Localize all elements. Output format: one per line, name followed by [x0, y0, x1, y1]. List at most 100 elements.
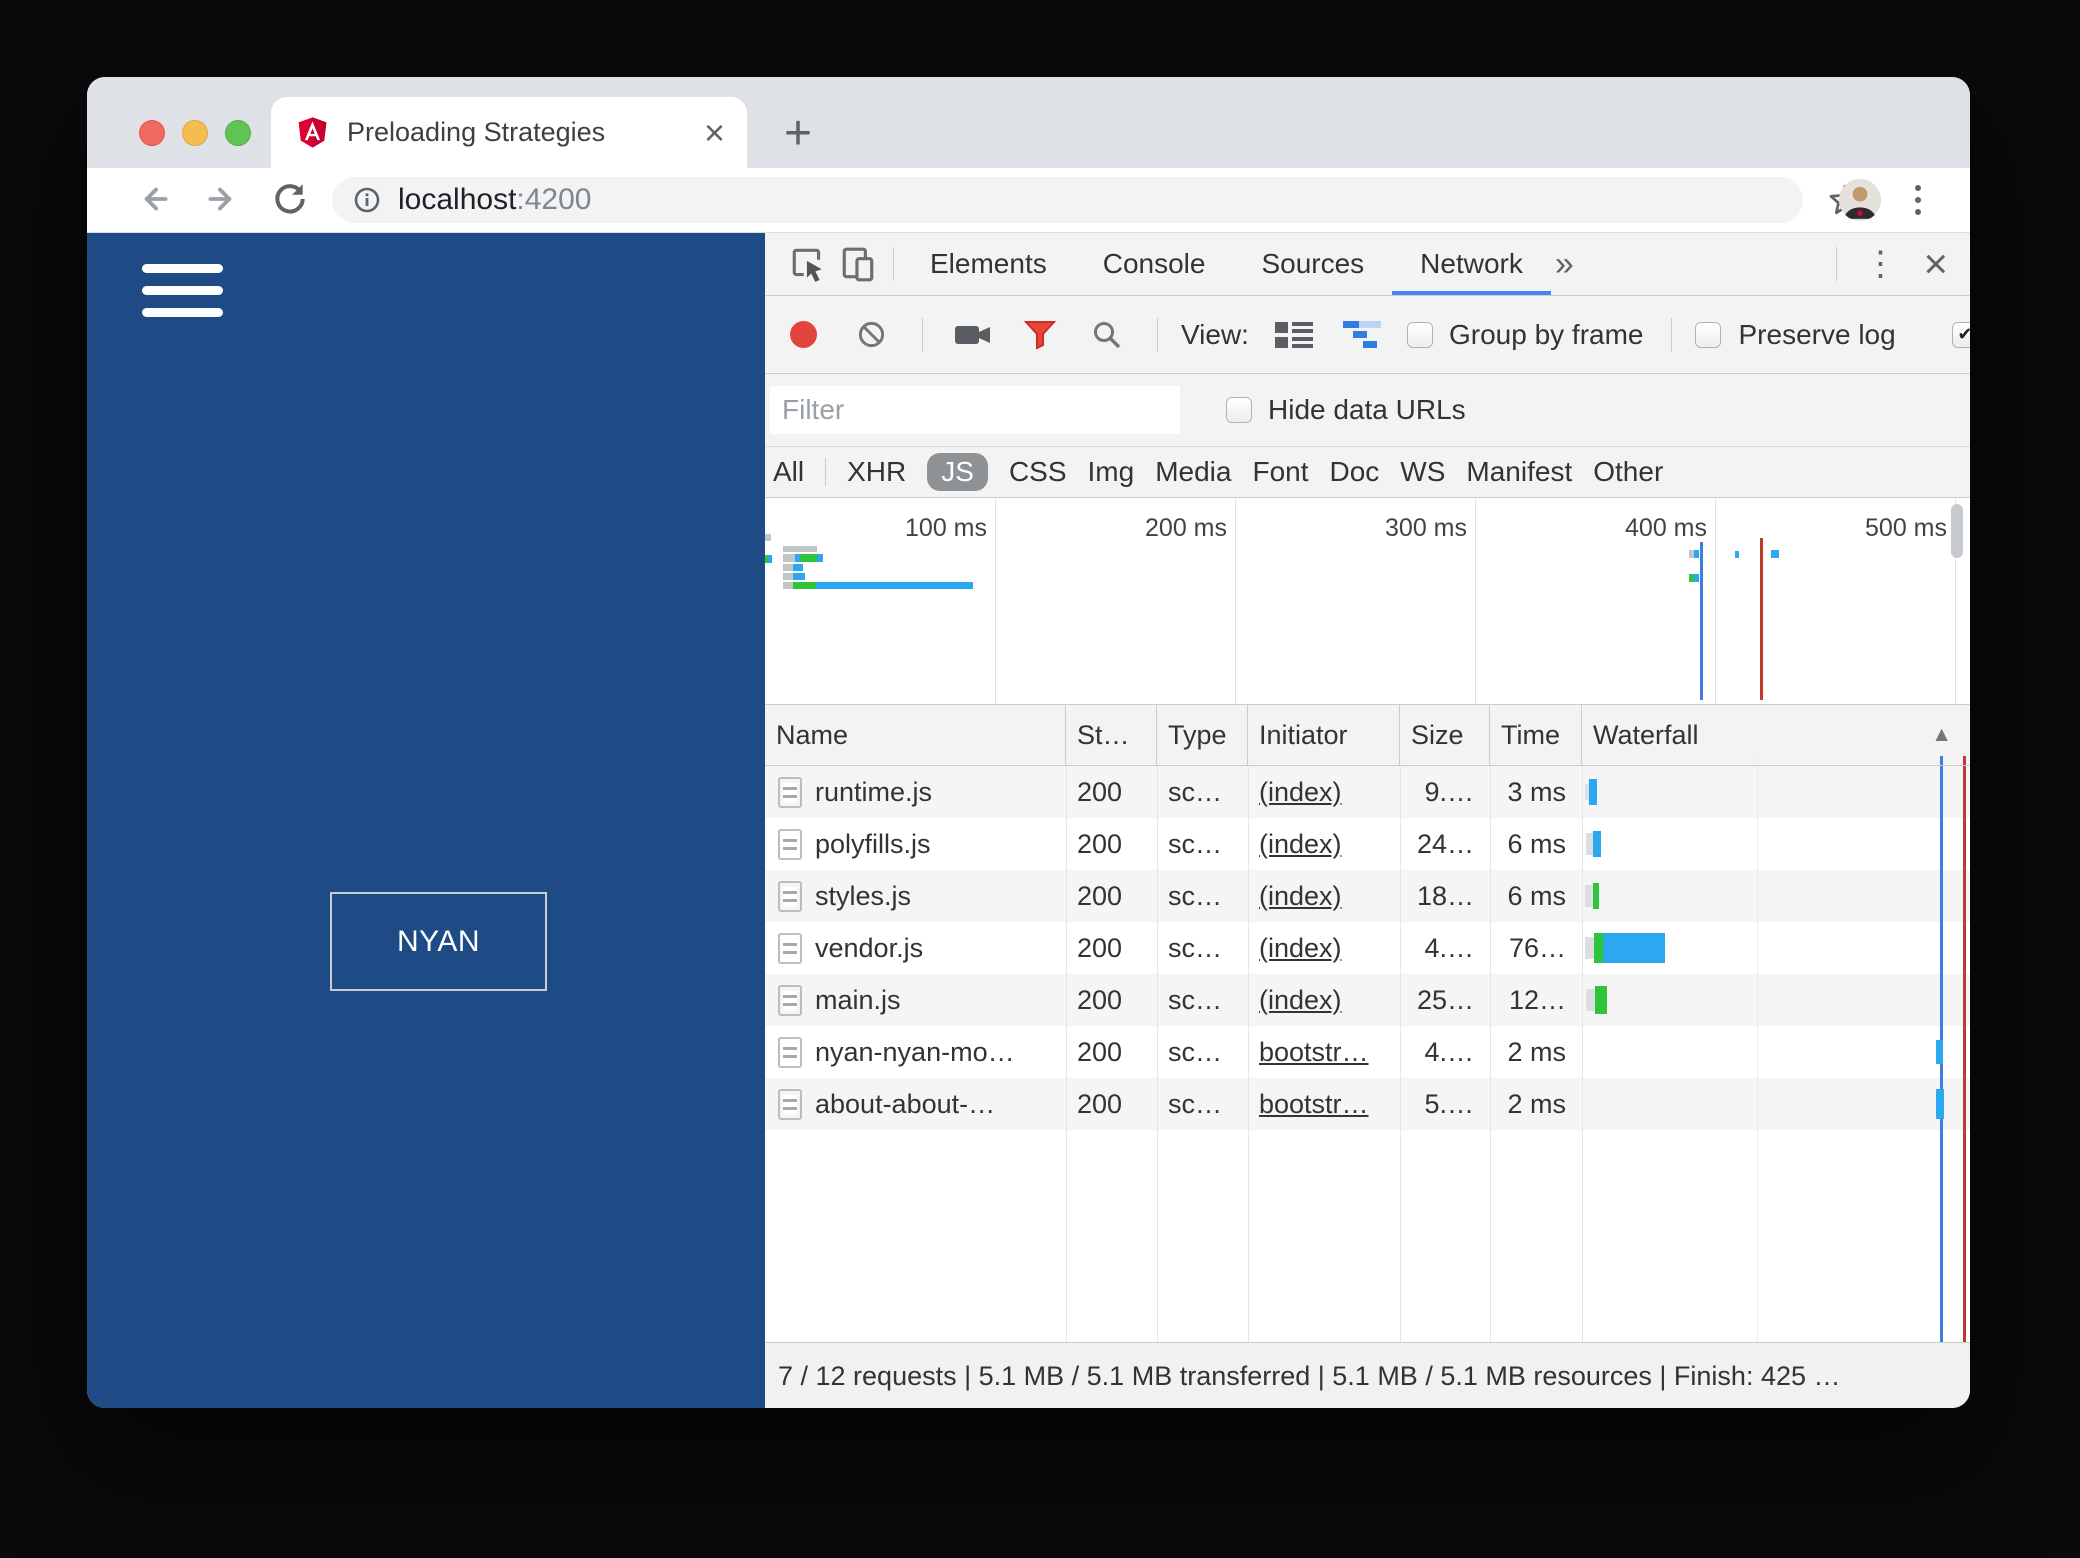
initiator-link[interactable]: (index)	[1259, 880, 1342, 911]
filter-doc[interactable]: Doc	[1329, 456, 1380, 487]
initiator-link[interactable]: bootstr…	[1259, 1036, 1369, 1067]
overview-request-bar	[795, 554, 800, 562]
reload-button[interactable]	[267, 176, 313, 222]
show-overview-button[interactable]	[1342, 320, 1387, 349]
filter-xhr[interactable]: XHR	[847, 456, 907, 487]
script-file-icon	[778, 828, 802, 860]
column-header-type[interactable]: Type	[1157, 705, 1248, 765]
filter-css[interactable]: CSS	[1008, 456, 1067, 487]
inspect-cursor-icon	[792, 248, 822, 282]
column-header-size[interactable]: Size	[1400, 705, 1490, 765]
devtools-menu-icon[interactable]: ⋮	[1863, 245, 1898, 283]
filter-ws[interactable]: WS	[1400, 456, 1446, 487]
use-request-rows-button[interactable]	[1274, 320, 1315, 350]
initiator-link[interactable]: (index)	[1259, 932, 1342, 963]
network-overview-timeline[interactable]: 100 ms 200 ms 300 ms 400 ms 500 ms	[765, 498, 1970, 705]
table-row[interactable]: nyan-nyan-mo… 200 sc… bootstr… 4.… 2 ms	[765, 1026, 1970, 1078]
devtools-close-icon[interactable]: ×	[1923, 240, 1948, 287]
script-file-icon	[778, 1036, 802, 1068]
column-header-initiator[interactable]: Initiator	[1248, 705, 1400, 765]
avatar	[1839, 179, 1881, 221]
sort-indicator-icon: ▲	[1931, 723, 1952, 746]
overview-scrollbar[interactable]	[1951, 504, 1963, 558]
script-file-icon	[778, 1088, 802, 1120]
initiator-link[interactable]: (index)	[1259, 776, 1342, 807]
close-tab-icon[interactable]: ×	[703, 111, 725, 153]
waterfall-event-tick	[1963, 756, 1966, 765]
hamburger-menu-button[interactable]	[142, 264, 223, 330]
overview-request-bar	[1771, 550, 1779, 558]
overview-event-line	[1700, 542, 1703, 700]
tab-sources[interactable]: Sources	[1261, 248, 1365, 279]
preserve-log-label: Preserve log	[1738, 318, 1896, 350]
browser-menu-button[interactable]	[1915, 168, 1921, 232]
minimize-window-button[interactable]	[182, 120, 208, 146]
filter-input[interactable]	[770, 386, 1180, 434]
hamburger-icon	[142, 264, 223, 273]
filter-js[interactable]: JS	[927, 453, 988, 491]
overview-tick-label: 500 ms	[1865, 514, 1947, 542]
forward-button[interactable]	[199, 176, 245, 222]
search-button[interactable]	[1091, 319, 1123, 351]
hide-data-urls-checkbox[interactable]	[1226, 397, 1252, 423]
column-header-name[interactable]: Name	[765, 705, 1066, 765]
clipped-checked-checkbox[interactable]: ✔	[1952, 321, 1970, 348]
overview-request-bar	[783, 564, 793, 571]
close-window-button[interactable]	[139, 120, 165, 146]
group-by-frame-checkbox[interactable]	[1406, 321, 1433, 348]
column-header-status[interactable]: St…	[1066, 705, 1157, 765]
overview-request-bar	[817, 554, 823, 562]
overview-gridline	[1715, 498, 1716, 704]
table-row[interactable]: runtime.js 200 sc… (index) 9.… 3 ms	[765, 766, 1970, 818]
filter-other[interactable]: Other	[1593, 456, 1664, 487]
tab-network[interactable]: Network	[1392, 233, 1551, 295]
toggle-device-toolbar-button[interactable]	[839, 245, 877, 283]
address-bar[interactable]: localhost:4200	[332, 177, 1803, 223]
filter-img[interactable]: Img	[1087, 456, 1135, 487]
browser-tab[interactable]: Preloading Strategies ×	[271, 97, 747, 168]
filter-font[interactable]: Font	[1252, 456, 1309, 487]
overview-request-bar	[783, 546, 817, 552]
request-name: nyan-nyan-mo…	[815, 1036, 1015, 1067]
more-tabs-icon[interactable]: »	[1554, 244, 1574, 283]
new-tab-button[interactable]: +	[783, 106, 813, 160]
resource-type-filters: All XHR JS CSS Img Media Font Doc WS Man…	[765, 447, 1970, 498]
page-info-icon[interactable]	[352, 185, 382, 215]
tab-elements[interactable]: Elements	[930, 248, 1047, 279]
maximize-window-button[interactable]	[225, 120, 251, 146]
table-row[interactable]: polyfills.js 200 sc… (index) 24… 6 ms	[765, 818, 1970, 870]
overview-request-bar	[793, 573, 805, 580]
clear-network-log-button[interactable]	[857, 320, 886, 349]
script-file-icon	[778, 880, 802, 912]
initiator-link[interactable]: (index)	[1259, 984, 1342, 1015]
preserve-log-checkbox[interactable]	[1694, 321, 1721, 348]
request-name: runtime.js	[815, 776, 933, 807]
filter-all[interactable]: All	[773, 456, 805, 487]
overview-request-bar	[793, 582, 816, 589]
filter-manifest[interactable]: Manifest	[1466, 456, 1573, 487]
table-row[interactable]: styles.js 200 sc… (index) 18… 6 ms	[765, 870, 1970, 922]
back-button[interactable]	[131, 176, 177, 222]
request-name: main.js	[815, 984, 901, 1015]
browser-window: Preloading Strategies × +	[87, 77, 1970, 1408]
filter-media[interactable]: Media	[1155, 456, 1232, 487]
network-filter-row: Hide data URLs	[765, 374, 1970, 447]
overview-gridline	[1475, 498, 1476, 704]
capture-screenshots-button[interactable]	[953, 320, 993, 350]
tab-console[interactable]: Console	[1102, 248, 1206, 279]
initiator-link[interactable]: (index)	[1259, 828, 1342, 859]
column-header-waterfall[interactable]: Waterfall	[1593, 719, 1699, 750]
table-row[interactable]: about-about-… 200 sc… bootstr… 5.… 2 ms	[765, 1078, 1970, 1130]
filter-toggle-button[interactable]	[1023, 318, 1057, 352]
url-port: :4200	[516, 183, 592, 216]
column-header-time[interactable]: Time	[1490, 705, 1582, 765]
table-row[interactable]: main.js 200 sc… (index) 25… 12…	[765, 974, 1970, 1026]
table-row[interactable]: vendor.js 200 sc… (index) 4.… 76…	[765, 922, 1970, 974]
devtools-tabbar: Elements Console Sources Network » ⋮ ×	[765, 233, 1970, 296]
record-network-log-button[interactable]	[790, 321, 817, 348]
tab-title: Preloading Strategies	[347, 117, 606, 147]
profile-button[interactable]	[1839, 168, 1881, 232]
nyan-button[interactable]: NYAN	[330, 892, 547, 991]
inspect-element-button[interactable]	[789, 245, 827, 283]
initiator-link[interactable]: bootstr…	[1259, 1088, 1369, 1119]
